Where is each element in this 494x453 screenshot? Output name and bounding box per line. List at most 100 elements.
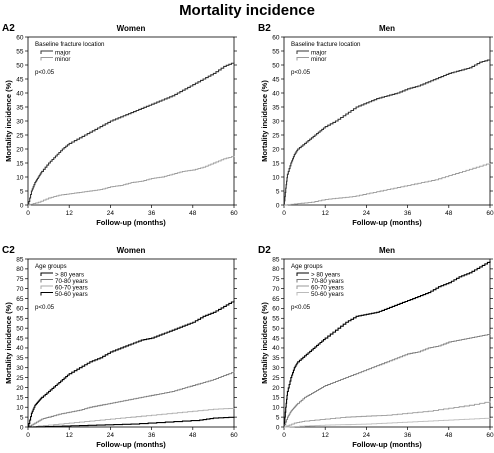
x-tick-label: 60 [230, 432, 238, 439]
y-tick-label: 50 [272, 325, 280, 332]
x-tick-label: 24 [363, 210, 371, 217]
y-tick-label: 10 [272, 405, 280, 412]
series-line-3 [284, 401, 491, 428]
y-tick-label: 10 [272, 174, 280, 181]
legend-entry: major [311, 50, 326, 57]
y-tick-label: 30 [272, 365, 280, 372]
y-tick-label: 0 [276, 424, 280, 431]
y-tick-label: 35 [16, 355, 24, 362]
p-value-annotation: p<0.05 [35, 69, 55, 76]
y-tick-label: 10 [16, 174, 24, 181]
series-line-4 [28, 416, 235, 428]
series-line-3 [28, 408, 235, 428]
y-tick-label: 0 [276, 202, 280, 209]
y-tick-label: 50 [272, 62, 280, 69]
y-tick-label: 30 [16, 365, 24, 372]
x-tick-label: 48 [189, 210, 197, 217]
x-tick-label: 48 [445, 210, 453, 217]
x-tick-label: 36 [404, 210, 412, 217]
y-tick-label: 5 [20, 414, 24, 421]
legend-entry: minor [311, 56, 326, 63]
y-tick-label: 45 [272, 335, 280, 342]
x-tick-label: 0 [282, 432, 286, 439]
y-tick-label: 25 [16, 375, 24, 382]
y-tick-label: 55 [272, 48, 280, 55]
panel-title: Women [117, 24, 146, 33]
series-line-4 [284, 417, 491, 428]
y-tick-label: 20 [16, 385, 24, 392]
y-tick-label: 50 [16, 62, 24, 69]
x-tick-label: 12 [66, 432, 74, 439]
panel-a2: A2 Women 0 5 10 15 20 25 30 35 40 45 50 55 60 0 12 24 36 48… [2, 23, 238, 227]
panel-title: Men [379, 246, 395, 255]
y-tick-label: 75 [272, 276, 280, 283]
y-tick-label: 25 [16, 132, 24, 139]
panel-id: B2 [258, 23, 271, 34]
y-axis-label: Mortality incidence (%) [4, 80, 13, 162]
x-tick-label: 12 [66, 210, 74, 217]
plot-frame [283, 258, 491, 428]
y-tick-label: 5 [20, 188, 24, 195]
y-tick-label: 70 [272, 286, 280, 293]
y-tick-label: 15 [272, 160, 280, 167]
y-tick-label: 65 [272, 296, 280, 303]
legend-swatch [296, 50, 309, 54]
y-tick-label: 20 [272, 385, 280, 392]
legend-swatch [40, 292, 53, 296]
y-tick-label: 30 [16, 118, 24, 125]
x-tick-label: 0 [282, 210, 286, 217]
x-tick-label: 60 [486, 210, 494, 217]
p-value-annotation: p<0.05 [35, 304, 55, 311]
x-tick-label: 0 [26, 432, 30, 439]
legend-title: Baseline fracture location [35, 41, 105, 48]
legend-entry: 60-70 years [55, 285, 88, 292]
y-tick-label: 80 [272, 266, 280, 273]
legend-swatch [296, 292, 309, 296]
y-tick-label: 60 [272, 34, 280, 41]
x-axis-label: Follow-up (months) [96, 440, 166, 449]
y-axis-label: Mortality incidence (%) [260, 302, 269, 384]
series-line-1 [28, 300, 235, 428]
y-tick-label: 45 [16, 335, 24, 342]
y-tick-label: 85 [16, 256, 24, 263]
legend-entry: 70-80 years [55, 278, 88, 285]
y-tick-label: 55 [16, 316, 24, 323]
y-tick-label: 30 [272, 118, 280, 125]
legend-swatch [296, 279, 309, 283]
legend-swatch [40, 50, 53, 54]
legend-entry: major [55, 50, 70, 57]
legend-swatch [40, 57, 53, 61]
legend-swatch [296, 272, 309, 276]
y-tick-label: 20 [16, 146, 24, 153]
y-tick-label: 0 [20, 424, 24, 431]
y-tick-label: 45 [16, 76, 24, 83]
y-tick-label: 35 [272, 104, 280, 111]
y-tick-label: 45 [272, 76, 280, 83]
y-tick-label: 25 [272, 132, 280, 139]
panel-id: D2 [258, 245, 271, 256]
legend-title: Baseline fracture location [291, 41, 361, 48]
x-tick-label: 36 [404, 432, 412, 439]
y-tick-label: 65 [16, 296, 24, 303]
y-tick-label: 20 [272, 146, 280, 153]
x-tick-label: 12 [322, 210, 330, 217]
x-tick-label: 24 [363, 432, 371, 439]
x-tick-label: 36 [148, 432, 156, 439]
legend-entry: 50-60 years [311, 291, 344, 298]
panel-b2: B2 Men 0 5 10 15 20 25 30 35 40 45 50 55 60 0 12 24 36 48 60… [258, 23, 494, 227]
series-line-2 [284, 334, 491, 428]
y-tick-label: 40 [272, 345, 280, 352]
y-tick-label: 10 [16, 405, 24, 412]
legend-entry: > 80 years [311, 272, 340, 279]
y-tick-label: 55 [272, 316, 280, 323]
legend-entry: 50-60 years [55, 291, 88, 298]
y-axis-label: Mortality incidence (%) [260, 80, 269, 162]
legend-entry: 60-70 years [311, 285, 344, 292]
x-tick-label: 12 [322, 432, 330, 439]
panel-id: C2 [2, 245, 15, 256]
legend-swatch [296, 285, 309, 289]
series-line-1 [283, 260, 491, 428]
y-tick-label: 0 [20, 202, 24, 209]
x-axis-label: Follow-up (months) [352, 440, 422, 449]
